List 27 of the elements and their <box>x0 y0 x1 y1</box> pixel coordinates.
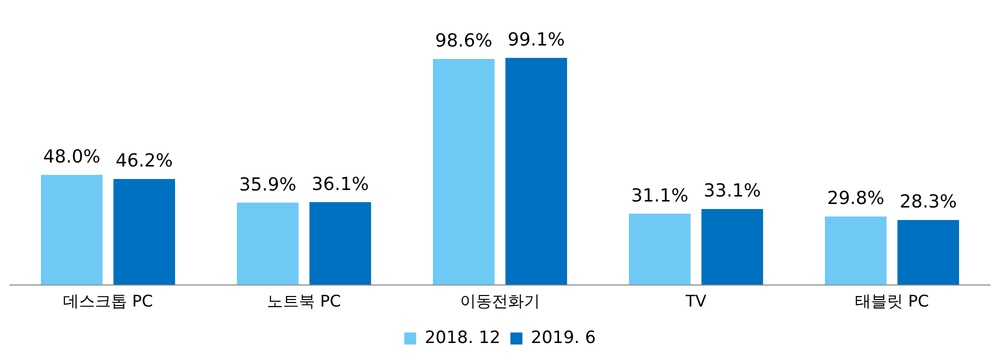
data-label: 35.9% <box>239 174 296 196</box>
bar <box>236 202 299 285</box>
bar <box>824 216 887 285</box>
bar <box>701 209 764 285</box>
legend-label: 2019. 6 <box>530 328 596 348</box>
x-tick-label: TV <box>684 292 706 311</box>
x-tick-label: 노트북 PC <box>267 292 341 311</box>
x-tick-label: 태블릿 PC <box>855 292 929 311</box>
bar <box>628 214 691 285</box>
data-label: 46.2% <box>116 150 173 172</box>
bar <box>309 202 372 285</box>
x-tick-label: 데스크톱 PC <box>63 292 153 311</box>
data-label: 99.1% <box>508 30 565 51</box>
bar <box>432 59 495 285</box>
data-label: 31.1% <box>631 185 688 206</box>
legend-label: 2018. 12 <box>424 328 500 348</box>
bar <box>113 179 176 285</box>
data-label: 98.6% <box>435 30 492 52</box>
data-label: 48.0% <box>43 146 100 168</box>
x-tick-label: 이동전화기 <box>460 292 540 311</box>
data-label: 28.3% <box>900 192 957 213</box>
data-label: 36.1% <box>312 174 369 195</box>
bar <box>40 174 103 285</box>
bar <box>897 220 960 285</box>
bar <box>505 58 568 285</box>
data-label: 29.8% <box>827 188 884 210</box>
data-label: 33.1% <box>704 180 761 202</box>
